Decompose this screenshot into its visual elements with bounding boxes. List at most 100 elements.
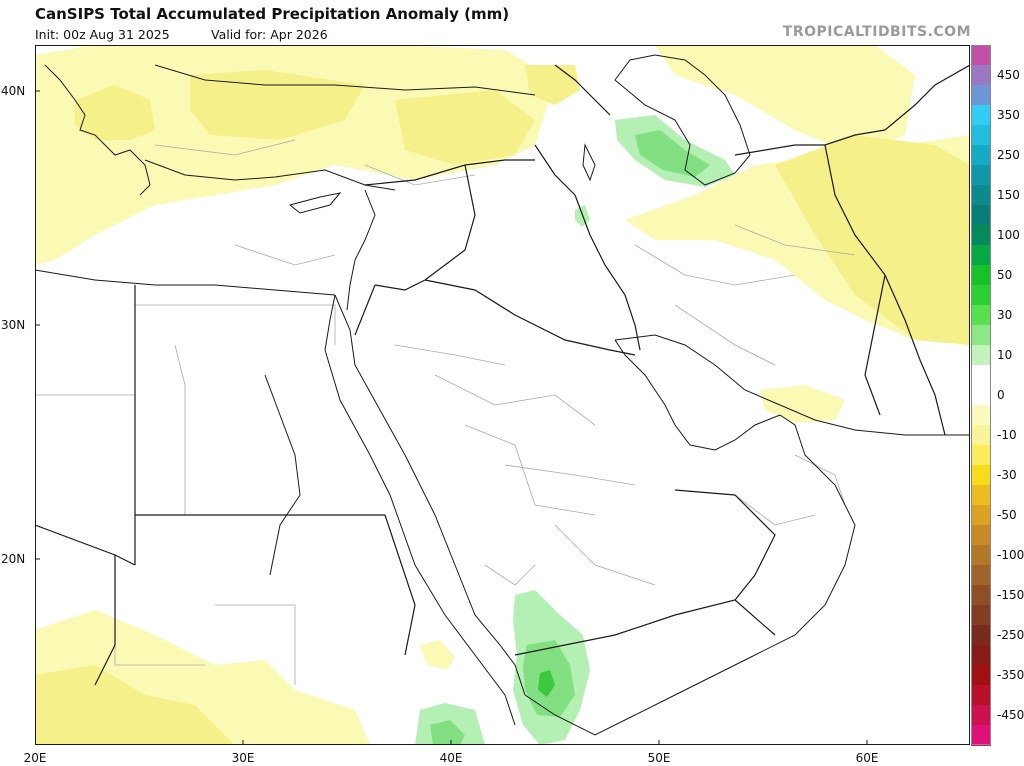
border-iran-turkmenistan: [734, 129, 886, 156]
border-turkmenistan-uzbekistan: [884, 64, 970, 131]
color-scale-label: 30: [997, 308, 1013, 322]
lon-label-20e: 20E: [23, 751, 47, 765]
dry-region-sudan-core: [35, 665, 235, 745]
color-scale: 450 350 250 150 100 50 30 10 0 -10 -30 -50 -100 -150-…: [970, 45, 1024, 746]
lon-label-30e: 30E: [231, 751, 255, 765]
border-afghanistan-pakistan: [884, 274, 946, 436]
color-scale-swatch: [971, 505, 991, 526]
border-jordan-saudi: [374, 279, 426, 291]
color-scale-swatch: [971, 685, 991, 706]
coast-cyprus: [288, 192, 342, 214]
border-oman-yemen: [734, 599, 776, 636]
border-jordan-south: [354, 284, 376, 336]
national-borders: [35, 64, 970, 686]
border-iraq-iran: [574, 194, 641, 351]
map-title: CanSIPS Total Accumulated Precipitation …: [35, 5, 510, 23]
color-scale-swatch: [971, 65, 991, 86]
border-iran-afghanistan: [824, 144, 886, 276]
color-scale-label: 100: [997, 228, 1020, 242]
coast-oman: [779, 414, 856, 566]
init-time: Init: 00z Aug 31 2025: [35, 27, 170, 42]
coast-egypt-north: [35, 269, 336, 296]
color-scale-swatch: [971, 125, 991, 146]
lat-label-20n: 20N: [1, 552, 26, 566]
coast-nile: [264, 374, 301, 576]
coast-gulf-arabia: [614, 339, 781, 451]
color-scale-label: -10: [997, 428, 1017, 442]
dry-anomaly-regions: [35, 45, 970, 745]
dry-region-turkmenistan: [655, 45, 915, 155]
wet-region-yemen-core: [538, 670, 555, 697]
coast-aegean-greece: [44, 64, 151, 196]
color-scale-swatch: [971, 205, 991, 226]
dry-region-greece: [75, 85, 155, 140]
color-scale-swatch: [971, 285, 991, 306]
color-scale-label: -450: [997, 708, 1024, 722]
color-scale-label: 450: [997, 68, 1020, 82]
border-azerbaijan-armenia: [554, 64, 611, 116]
color-scale-swatch: [971, 445, 991, 466]
map-frame: [35, 45, 970, 745]
border-iraq-saudi: [424, 279, 611, 351]
border-saudi-yemen: [514, 574, 756, 656]
color-scale-label: -50: [997, 508, 1017, 522]
coast-red-sea-east: [354, 364, 526, 696]
color-scale-swatch: [971, 325, 991, 346]
color-scale-swatch: [971, 645, 991, 666]
color-scale-label: -30: [997, 468, 1017, 482]
color-scale-label: 350: [997, 108, 1020, 122]
color-scale-swatch: [971, 165, 991, 186]
precipitation-anomaly-map: [35, 45, 970, 745]
coast-levant: [346, 189, 376, 311]
lon-label-50e: 50E: [647, 751, 671, 765]
color-scale-label: -250: [997, 628, 1024, 642]
border-sudan-chad: [94, 555, 116, 686]
color-scale-swatch: [971, 225, 991, 246]
dry-region-eritrea: [420, 640, 455, 670]
color-scale-swatch: [971, 485, 991, 506]
lon-label-60e: 60E: [855, 751, 879, 765]
color-scale-label: 150: [997, 188, 1020, 202]
color-scale-swatch: [971, 365, 991, 386]
wet-region-ethiopia-core: [430, 720, 465, 745]
color-scale-label: 0: [997, 388, 1005, 402]
coast-arabia-south: [524, 564, 846, 736]
coast-aqaba: [334, 294, 356, 366]
dry-region-afghanistan-core: [775, 135, 970, 345]
color-scale-swatch: [971, 465, 991, 486]
dry-region-anatolia-west: [190, 70, 365, 140]
color-scale-label: 10: [997, 348, 1013, 362]
border-saudi-kuwait: [609, 349, 636, 356]
color-scale-swatch: [971, 585, 991, 606]
coast-gulf-iran: [614, 334, 970, 436]
color-scale-swatch: [971, 725, 991, 746]
valid-time: Valid for: Apr 2026: [211, 27, 328, 42]
border-syria-iraq: [424, 164, 476, 281]
color-scale-swatch: [971, 425, 991, 446]
coastlines: [35, 54, 970, 736]
color-scale-swatch: [971, 245, 991, 266]
color-scale-swatch: [971, 345, 991, 366]
color-scale-swatch: [971, 265, 991, 286]
color-scale-swatch: [971, 45, 991, 66]
border-saudi-oman: [674, 489, 776, 576]
border-iran-pakistan: [864, 274, 886, 416]
color-scale-swatch: [971, 305, 991, 326]
color-scale-label: 250: [997, 148, 1020, 162]
coast-sinai-suez: [324, 294, 336, 351]
color-scale-swatch: [971, 545, 991, 566]
wet-region-caspian-inner: [635, 130, 710, 177]
coast-turkey-north: [154, 64, 536, 96]
color-scale-swatch: [971, 605, 991, 626]
color-scale-swatch: [971, 565, 991, 586]
color-scale-frame: [971, 45, 991, 745]
dry-region-caucasus: [525, 65, 580, 105]
color-scale-swatch: [971, 85, 991, 106]
color-scale-label: -100: [997, 548, 1024, 562]
color-scale-label: 50: [997, 268, 1013, 282]
color-scale-label: -150: [997, 588, 1024, 602]
border-sudan-eritrea: [384, 514, 416, 656]
coast-red-sea-west: [324, 349, 516, 726]
color-scale-label: -350: [997, 668, 1024, 682]
coast-caspian: [614, 54, 751, 186]
